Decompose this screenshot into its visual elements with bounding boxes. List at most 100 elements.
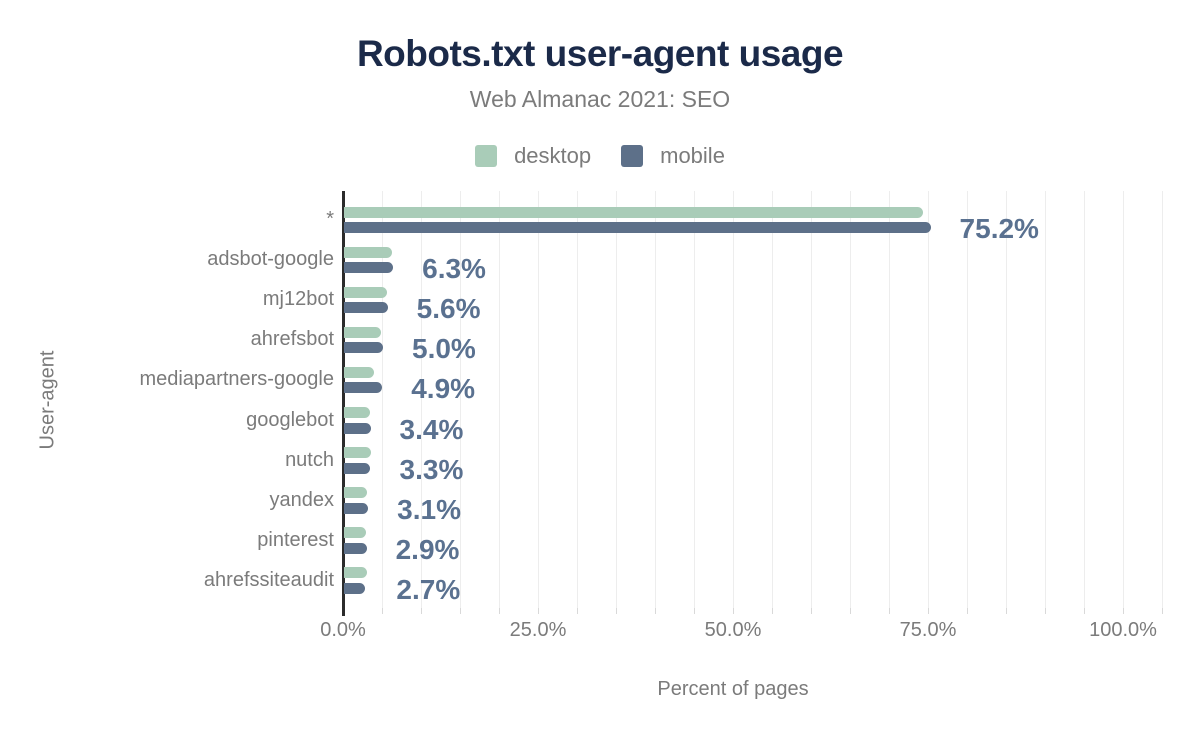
bar-mobile xyxy=(344,222,931,233)
axis-minor-tick xyxy=(1045,608,1046,614)
gridline xyxy=(850,191,851,608)
category-label: yandex xyxy=(269,488,335,511)
axis-minor-tick xyxy=(1006,608,1007,614)
gridline xyxy=(733,191,734,608)
gridline xyxy=(928,191,929,608)
bar-mobile xyxy=(344,422,371,434)
bar-mobile xyxy=(344,302,388,314)
gridline xyxy=(811,191,812,608)
gridline xyxy=(694,191,695,608)
gridline xyxy=(1006,191,1007,608)
category-label: mediapartners-google xyxy=(139,368,334,391)
axis-minor-tick xyxy=(850,608,851,614)
axis-minor-tick xyxy=(421,608,422,614)
gridline xyxy=(967,191,968,608)
axis-minor-tick xyxy=(1084,608,1085,614)
axis-minor-tick xyxy=(1162,608,1163,614)
value-label: 5.6% xyxy=(416,293,481,325)
axis-minor-tick xyxy=(733,608,734,614)
x-axis-title: Percent of pages xyxy=(657,678,809,700)
category-label: adsbot-google xyxy=(207,248,334,271)
axis-minor-tick xyxy=(772,608,773,614)
bar-mobile xyxy=(344,502,369,514)
axis-minor-tick xyxy=(967,608,968,614)
gridline xyxy=(538,191,539,608)
bar-desktop xyxy=(344,326,382,338)
bar-desktop xyxy=(344,407,370,418)
value-label: 3.1% xyxy=(397,493,461,525)
value-label: 2.9% xyxy=(395,533,460,565)
bar-desktop xyxy=(344,286,387,298)
gridline xyxy=(421,191,422,608)
legend-label-desktop: desktop xyxy=(514,143,592,168)
gridline xyxy=(616,191,617,608)
mobile-swatch-icon xyxy=(621,145,644,167)
gridline xyxy=(1123,191,1124,608)
bar-desktop xyxy=(344,366,375,378)
value-label: 5.0% xyxy=(412,333,476,365)
value-label: 3.3% xyxy=(399,453,464,485)
x-tick-label: 25.0% xyxy=(509,619,567,641)
x-tick-label: 50.0% xyxy=(704,619,762,641)
legend-label-mobile: mobile xyxy=(660,143,725,168)
bar-mobile xyxy=(344,342,383,354)
axis-minor-tick xyxy=(889,608,890,614)
gridline xyxy=(772,191,773,608)
value-label: 4.9% xyxy=(411,373,476,405)
axis-minor-tick xyxy=(928,608,929,614)
bar-mobile xyxy=(344,542,367,554)
axis-minor-tick xyxy=(616,608,617,614)
value-label: 2.7% xyxy=(396,573,461,605)
gridline xyxy=(577,191,578,608)
axis-minor-tick xyxy=(694,608,695,614)
bar-desktop xyxy=(344,567,368,579)
category-label: ahrefssiteaudit xyxy=(203,568,334,591)
chart-title: Robots.txt user-agent usage xyxy=(356,33,844,74)
axis-minor-tick xyxy=(538,608,539,614)
x-tick-label: 0.0% xyxy=(320,619,366,641)
category-label: nutch xyxy=(285,448,334,471)
legend-item-mobile: mobile xyxy=(621,143,725,169)
chart-subtitle: Web Almanac 2021: SEO xyxy=(469,86,731,112)
gridline xyxy=(499,191,500,608)
legend-item-desktop: desktop xyxy=(475,143,591,169)
category-label: pinterest xyxy=(257,528,334,551)
category-label: * xyxy=(326,208,334,230)
gridline xyxy=(1084,191,1085,608)
category-label: googlebot xyxy=(246,408,334,431)
axis-minor-tick xyxy=(811,608,812,614)
value-label: 3.4% xyxy=(399,413,464,445)
gridline xyxy=(889,191,890,608)
value-label: 75.2% xyxy=(959,213,1039,244)
bar-mobile xyxy=(344,582,366,594)
bar-mobile xyxy=(344,462,370,474)
gridline xyxy=(655,191,656,608)
desktop-swatch-icon xyxy=(475,145,498,167)
x-tick-label: 100.0% xyxy=(1089,619,1157,641)
bar-desktop xyxy=(344,206,923,218)
bar-desktop xyxy=(344,487,368,499)
gridline xyxy=(1162,191,1163,608)
bar-mobile xyxy=(344,382,383,394)
axis-minor-tick xyxy=(460,608,461,614)
y-axis-line xyxy=(342,191,345,616)
bar-mobile xyxy=(344,262,394,274)
axis-minor-tick xyxy=(577,608,578,614)
axis-minor-tick xyxy=(499,608,500,614)
gridline xyxy=(460,191,461,608)
gridline xyxy=(382,191,383,608)
axis-minor-tick xyxy=(655,608,656,614)
bar-desktop xyxy=(344,447,371,459)
x-tick-label: 75.0% xyxy=(899,619,957,641)
gridline xyxy=(1045,191,1046,608)
bar-desktop xyxy=(344,527,366,539)
category-label: ahrefsbot xyxy=(250,328,334,351)
value-label: 6.3% xyxy=(422,253,486,285)
category-label: mj12bot xyxy=(262,288,334,311)
legend: desktop mobile xyxy=(0,143,1200,169)
axis-minor-tick xyxy=(382,608,383,614)
bar-desktop xyxy=(344,246,392,258)
axis-minor-tick xyxy=(1123,608,1124,614)
y-axis-title: User-agent xyxy=(36,350,59,450)
